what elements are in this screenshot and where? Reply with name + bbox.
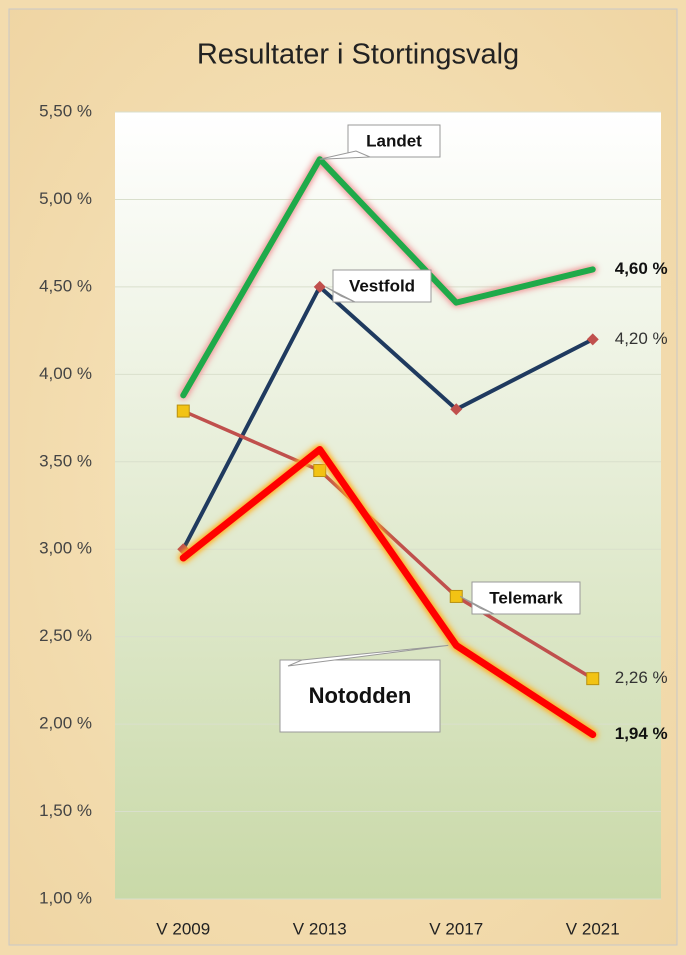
marker <box>586 333 599 346</box>
marker <box>450 403 463 416</box>
marker <box>449 589 463 603</box>
callout-label: Vestfold <box>349 276 415 295</box>
data-label: 1,94 % <box>615 724 668 743</box>
callout-pointer <box>319 150 371 160</box>
y-tick-label: 1,00 % <box>39 888 92 907</box>
callout-label: Notodden <box>309 683 412 708</box>
callout-box <box>347 124 441 158</box>
marker <box>586 672 600 686</box>
y-tick-label: 1,50 % <box>39 801 92 820</box>
series-line <box>181 409 595 681</box>
marker <box>176 404 190 418</box>
callout-pointer <box>287 644 449 667</box>
y-tick-label: 4,00 % <box>39 364 92 383</box>
callout: Vestfold <box>325 269 432 303</box>
y-tick-label: 2,50 % <box>39 626 92 645</box>
y-tick-label: 2,00 % <box>39 714 92 733</box>
x-tick-label: V 2013 <box>293 919 347 938</box>
callout-label: Telemark <box>489 588 563 607</box>
callout-box <box>279 659 441 733</box>
callout: Notodden <box>279 644 449 733</box>
y-tick-label: 4,50 % <box>39 276 92 295</box>
x-tick-label: V 2017 <box>429 919 483 938</box>
data-label: 4,60 % <box>615 259 668 278</box>
x-tick-label: V 2021 <box>566 919 620 938</box>
data-label: 2,26 % <box>615 668 668 687</box>
x-tick-label: V 2009 <box>156 919 210 938</box>
marker <box>313 464 327 478</box>
callout: Telemark <box>459 581 581 615</box>
callout: Landet <box>319 124 441 160</box>
marker <box>313 280 326 293</box>
series-line <box>181 284 595 552</box>
callout-label: Landet <box>366 131 422 150</box>
y-tick-label: 5,50 % <box>39 101 92 120</box>
chart-title: Resultater i Stortingsvalg <box>197 39 519 71</box>
y-tick-label: 3,00 % <box>39 539 92 558</box>
y-tick-label: 5,00 % <box>39 189 92 208</box>
y-tick-label: 3,50 % <box>39 451 92 470</box>
callout-pointer <box>325 286 356 303</box>
callout-pointer <box>459 595 495 615</box>
series-line <box>179 446 597 739</box>
data-label: 4,20 % <box>615 329 668 348</box>
series-line <box>180 156 596 399</box>
